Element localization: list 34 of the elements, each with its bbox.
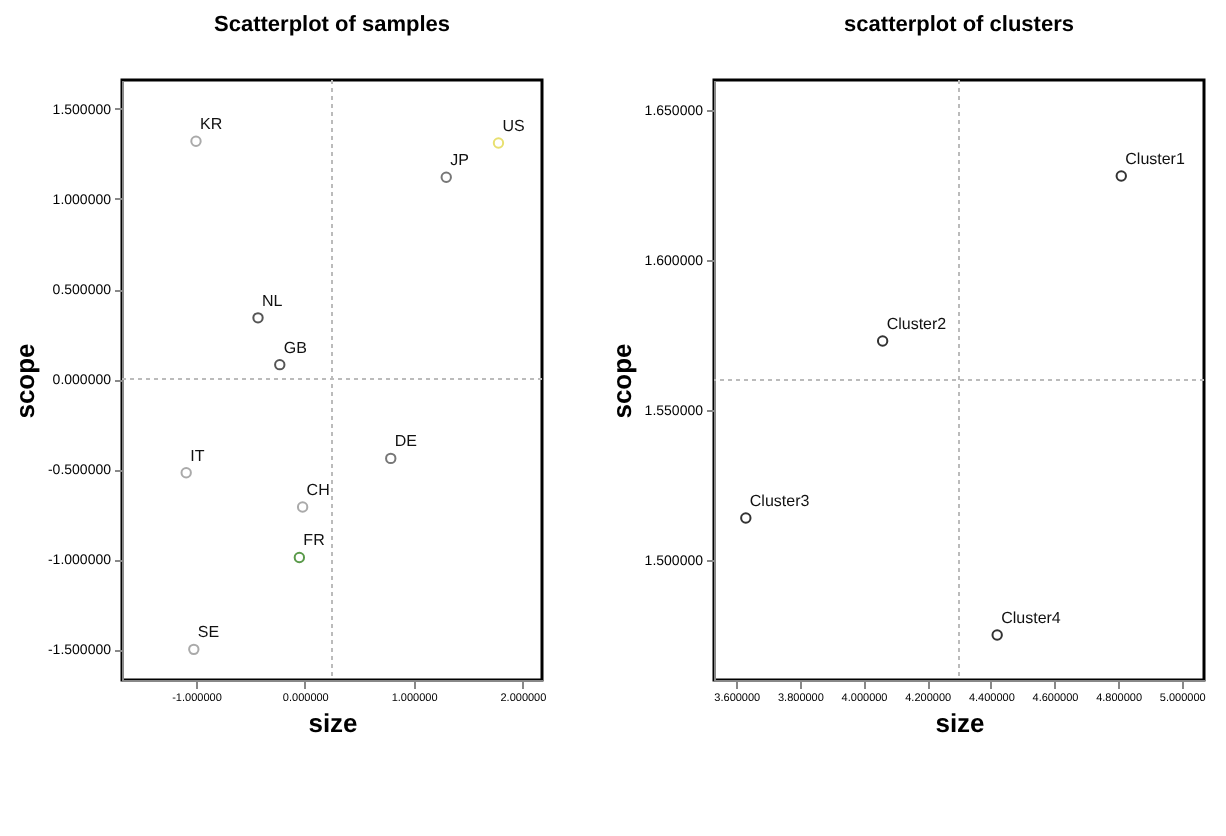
point <box>492 137 505 149</box>
point <box>293 551 306 564</box>
annotation: CH <box>306 481 331 500</box>
annotation: Cluster2 <box>886 315 948 333</box>
point <box>876 335 889 347</box>
point <box>740 512 752 524</box>
annotation: US <box>502 117 525 136</box>
point <box>190 135 202 147</box>
annotation: SE <box>197 623 220 642</box>
y-axis-title: scope <box>9 343 40 419</box>
annotation: NL <box>262 291 284 310</box>
point <box>991 629 1003 641</box>
x-axis-title: size <box>935 708 985 738</box>
point <box>274 359 286 371</box>
point <box>1115 170 1127 182</box>
annotation: Cluster3 <box>749 492 811 510</box>
annotation: IT <box>190 446 205 465</box>
point <box>180 467 192 479</box>
annotation: Cluster1 <box>1125 150 1186 168</box>
chart-title: scatterplot of clusters <box>844 13 1074 37</box>
point <box>252 312 264 324</box>
annotation: Cluster4 <box>1001 609 1062 627</box>
chart-title: Scatterplot of samples <box>214 13 450 37</box>
annotation: JP <box>450 151 469 170</box>
annotation: FR <box>303 531 326 550</box>
point <box>385 452 397 465</box>
y-axis-title: scope <box>606 343 637 419</box>
point <box>296 501 309 513</box>
point <box>188 643 200 656</box>
annotation: GB <box>283 338 307 357</box>
annotation: KR <box>199 115 223 134</box>
point <box>440 171 452 183</box>
x-axis-title: size <box>308 708 358 738</box>
annotation: DE <box>394 432 418 451</box>
